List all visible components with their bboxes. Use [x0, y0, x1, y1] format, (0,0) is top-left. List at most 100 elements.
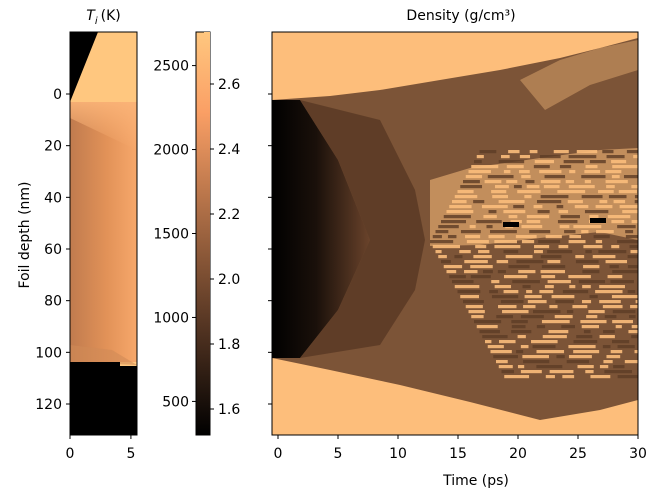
density-colorbar-tick-label: 1.6 [218, 402, 240, 418]
density-fragment [536, 350, 565, 354]
density-fragment [629, 245, 638, 249]
ti-y-tick-label: 40 [44, 190, 62, 206]
ti-heatmap [70, 32, 137, 435]
density-fragment [605, 260, 628, 264]
density-fragment [553, 150, 569, 154]
density-fragment [501, 370, 515, 374]
density-fragment [517, 190, 541, 194]
ti-cold-corner [70, 32, 98, 102]
density-fragment [503, 170, 511, 174]
density-fragment [557, 190, 586, 194]
ti-colorbar-tick-label: 500 [162, 394, 189, 410]
density-fragment [494, 245, 521, 249]
density-fragment [617, 375, 638, 379]
density-fragment [583, 265, 600, 269]
density-fragment [544, 175, 566, 179]
density-fragment [545, 235, 562, 239]
ti-y-ticks: 0 20 40 60 80 100 120 [35, 87, 70, 413]
density-fragment [609, 265, 619, 269]
density-fragment [562, 375, 575, 379]
density-fragment [583, 330, 591, 334]
density-dark-spot [503, 222, 519, 227]
density-fragment [508, 265, 530, 269]
density-colorbar-gradient [204, 32, 210, 435]
density-fragment [454, 285, 480, 289]
density-fragment [498, 365, 513, 369]
density-fragment [607, 275, 623, 279]
density-fragment [584, 170, 601, 174]
density-fragment [491, 280, 500, 284]
density-fragment [491, 295, 519, 299]
density-fragment [538, 240, 561, 244]
density-fragment [512, 280, 540, 284]
density-fragment [595, 290, 623, 294]
density-fragment [471, 165, 499, 169]
density-fragment [473, 200, 485, 204]
density-fragment [459, 250, 471, 254]
density-fragment-streaks [430, 150, 638, 379]
density-fragment [465, 305, 483, 309]
density-fragment [568, 155, 597, 159]
ti-y-tick-label: 120 [35, 397, 62, 413]
density-fragment [602, 345, 611, 349]
density-fragment [581, 175, 606, 179]
density-fragment [532, 345, 556, 349]
density-fragment [476, 155, 484, 159]
density-fragment [551, 295, 575, 299]
ti-y-tick-label: 20 [44, 139, 62, 155]
density-fragment [438, 225, 459, 229]
density-fragment [581, 300, 592, 304]
density-fragment [603, 330, 615, 334]
density-fragment [446, 270, 457, 274]
density-fragment [627, 265, 638, 269]
density-fragment [624, 360, 638, 364]
density-title: Density (g/cm³) [406, 8, 515, 24]
density-fragment [573, 225, 602, 229]
density-fragment [464, 270, 478, 274]
density-fragment [520, 370, 542, 374]
density-fragment [539, 170, 562, 174]
density-fragment [568, 355, 592, 359]
density-fragment [547, 280, 571, 284]
density-fragment [557, 220, 578, 224]
density-fragment [556, 355, 565, 359]
density-fragment [470, 265, 493, 269]
density-fragment [593, 235, 610, 239]
density-fragment [567, 200, 583, 204]
density-fragment [541, 275, 556, 279]
density-fragment [449, 205, 472, 209]
density-fragment [604, 315, 617, 319]
density-heatmap [272, 32, 638, 435]
density-fragment [484, 180, 502, 184]
density-fragment [625, 235, 638, 239]
density-fragment [516, 350, 524, 354]
density-fragment [508, 215, 518, 219]
density-fragment [584, 210, 609, 214]
density-fragment [432, 245, 461, 249]
density-fragment [518, 170, 530, 174]
density-fragment [520, 345, 529, 349]
density-fragment [503, 210, 526, 214]
density-fragment [574, 205, 589, 209]
density-fragment [432, 235, 442, 239]
density-fragment [602, 305, 623, 309]
density-fragment [516, 260, 544, 264]
density-fragment [610, 280, 634, 284]
density-x-tick-label: 0 [274, 446, 283, 462]
density-fragment [498, 160, 525, 164]
density-fragment [496, 260, 509, 264]
density-fragment [470, 275, 491, 279]
density-fragment [630, 305, 638, 309]
density-fragment [466, 240, 489, 244]
density-fragment [515, 235, 537, 239]
density-fragment [608, 195, 627, 199]
density-fragment [629, 315, 636, 319]
density-fragment [447, 235, 457, 239]
density-fragment [441, 220, 467, 224]
density-fragment [568, 275, 591, 279]
density-fragment [454, 195, 478, 199]
density-fragment [582, 285, 591, 289]
density-x-tick-label: 10 [389, 446, 407, 462]
density-fragment [595, 240, 603, 244]
